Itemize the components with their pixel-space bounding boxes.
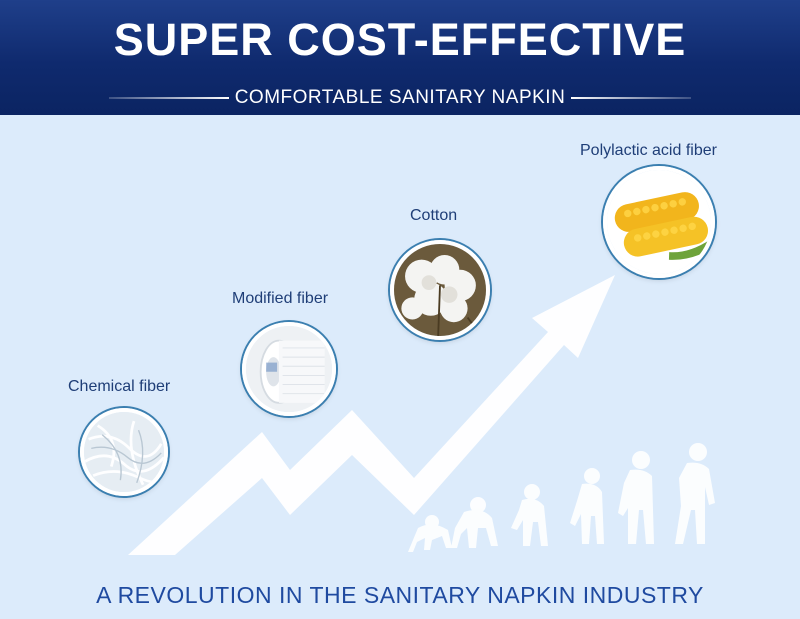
growth-arrow <box>128 275 615 555</box>
modern-human-silhouette <box>675 443 715 544</box>
early-human-silhouette <box>511 484 548 546</box>
evolution-silhouettes <box>408 443 715 552</box>
header-banner: SUPER COST-EFFECTIVE COMFORTABLE SANITAR… <box>0 0 800 115</box>
monkey-silhouette <box>408 515 452 552</box>
footer-tagline: A REVOLUTION IN THE SANITARY NAPKIN INDU… <box>96 582 704 608</box>
banner-title: SUPER COST-EFFECTIVE <box>113 14 687 65</box>
banner-subtitle: COMFORTABLE SANITARY NAPKIN <box>234 87 566 108</box>
corn-image <box>603 166 715 278</box>
label-cotton: Cotton <box>410 207 458 224</box>
banner-subtitle-row: COMFORTABLE SANITARY NAPKIN <box>0 86 800 110</box>
label-chemical-fiber: Chemical fiber <box>68 378 171 395</box>
ape-silhouette <box>451 497 498 548</box>
modified-fiber-image <box>242 322 336 416</box>
chemical-fiber-image <box>80 408 168 496</box>
primitive-human-silhouette <box>618 451 654 544</box>
label-polylactic-acid-fiber: Polylactic acid fiber <box>580 142 717 159</box>
subtitle-divider-left <box>108 97 229 99</box>
caveman-silhouette <box>570 468 604 544</box>
subtitle-divider-right <box>571 97 692 99</box>
label-modified-fiber: Modified fiber <box>232 290 329 307</box>
cotton-image <box>390 240 490 340</box>
